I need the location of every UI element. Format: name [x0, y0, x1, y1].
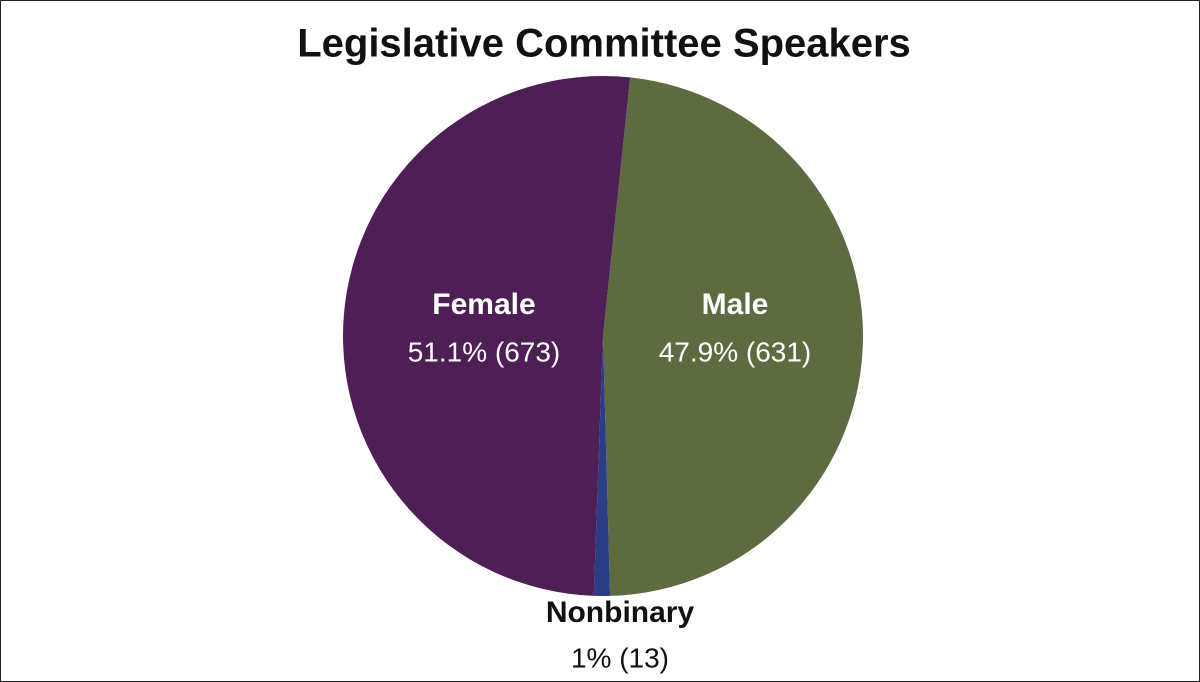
slice-value-label: 51.1% (673): [408, 336, 561, 367]
chart-title: Legislative Committee Speakers: [297, 22, 911, 66]
slice-value-label: 47.9% (631): [659, 336, 812, 367]
pie-slice: [343, 76, 631, 596]
slice-value-label: 1% (13): [571, 642, 669, 673]
slice-category-label: Female: [432, 288, 535, 321]
slice-category-label: Nonbinary: [546, 596, 695, 629]
slice-category-label: Male: [702, 288, 769, 321]
pie-slice: [593, 336, 611, 596]
pie-slice: [603, 77, 864, 596]
